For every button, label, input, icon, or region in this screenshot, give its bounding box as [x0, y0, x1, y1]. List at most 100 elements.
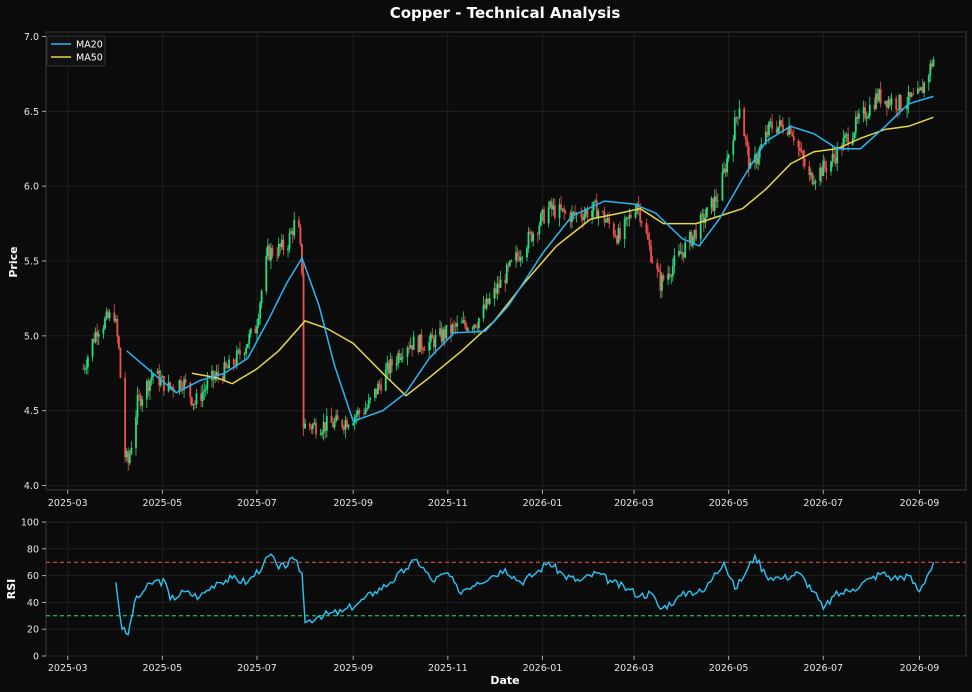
candle-body: [760, 144, 763, 149]
candle-body: [830, 161, 832, 172]
candle-body: [724, 168, 727, 173]
candle-body: [495, 288, 497, 294]
candle-body: [125, 451, 128, 458]
candle-body: [411, 345, 414, 350]
chart-title: Copper - Technical Analysis: [390, 4, 621, 22]
candle-body: [355, 414, 358, 417]
candle-body: [105, 311, 108, 319]
candle-body: [124, 377, 127, 458]
candle-body: [586, 209, 589, 218]
rsi-x-tick-label: 2026-03: [614, 663, 654, 674]
candle-body: [248, 333, 251, 344]
candle-body: [465, 325, 468, 331]
candle-body: [909, 91, 912, 97]
candle-body: [597, 211, 600, 218]
candle-body: [463, 320, 466, 326]
candle-body: [311, 424, 314, 430]
price-x-tick-label: 2026-09: [900, 498, 940, 509]
candle-body: [194, 403, 196, 405]
candle-body: [178, 380, 181, 392]
candle-body: [791, 133, 794, 137]
candle-body: [352, 423, 355, 426]
candle-body: [315, 422, 317, 435]
candle-body: [878, 89, 881, 101]
candle-body: [116, 318, 119, 337]
candle-body: [96, 331, 99, 337]
candle-body: [163, 376, 165, 392]
candle-body: [195, 393, 198, 405]
candle-body: [726, 158, 728, 173]
candle-body: [799, 147, 801, 151]
candle-body: [169, 382, 172, 388]
rsi-x-tick-label: 2026-01: [523, 663, 563, 674]
candle-body: [313, 422, 316, 425]
candle-body: [640, 221, 643, 224]
candle-body: [651, 261, 654, 263]
candle-body: [85, 367, 88, 369]
candle-body: [249, 328, 252, 334]
candle-body: [299, 227, 302, 245]
candle-body: [862, 107, 865, 114]
candle-body: [293, 220, 296, 236]
candle-body: [813, 183, 815, 185]
candle-body: [766, 131, 769, 136]
candle-body: [802, 150, 804, 159]
candle-body: [616, 236, 618, 244]
candle-body: [844, 135, 846, 139]
candle-body: [507, 264, 510, 266]
candle-body: [797, 140, 800, 148]
candle-body: [450, 324, 452, 334]
candle-body: [558, 204, 561, 218]
candle-body: [149, 380, 151, 392]
candle-body: [602, 211, 604, 212]
candle-body: [434, 334, 437, 348]
candle-body: [553, 205, 556, 218]
candle-body: [768, 122, 770, 136]
candle-body: [608, 217, 611, 224]
candle-body: [764, 131, 767, 145]
candle-body: [865, 117, 868, 119]
candle-body: [679, 250, 682, 254]
candle-body: [356, 410, 359, 415]
candle-body: [420, 334, 423, 349]
candle-body: [440, 328, 443, 342]
candle-body: [629, 214, 632, 218]
candle-body: [858, 113, 860, 119]
candle-body: [732, 140, 735, 155]
candle-body: [808, 166, 811, 176]
candle-body: [875, 93, 877, 110]
candle-body: [519, 257, 522, 261]
candle-body: [190, 397, 193, 406]
candle-body: [423, 350, 426, 351]
candle-body: [288, 233, 291, 249]
candle-body: [384, 369, 387, 391]
candle-body: [212, 370, 215, 380]
candle-body: [747, 146, 750, 169]
candle-body: [890, 98, 893, 105]
candle-body: [453, 324, 455, 326]
candle-body: [811, 172, 814, 184]
candle-body: [650, 245, 652, 262]
candle-body: [270, 248, 272, 261]
rsi-y-tick-label: 60: [27, 571, 39, 582]
candle-body: [135, 417, 137, 448]
candle-body: [223, 362, 226, 381]
candle-body: [543, 209, 545, 224]
candle-body: [239, 349, 241, 355]
candle-body: [152, 373, 154, 378]
candle-body: [583, 214, 586, 221]
candle-body: [792, 136, 795, 141]
candle-body: [895, 98, 898, 110]
candle-body: [102, 328, 105, 334]
ma20-line: [126, 95, 934, 423]
price-y-tick-label: 4.0: [24, 481, 39, 492]
candle-body: [130, 447, 133, 454]
candle-body: [406, 347, 409, 357]
candle-body: [375, 388, 378, 395]
price-x-ticks: 2025-03 2025-05 2025-07 2025-09 2025-11 2026-…: [48, 490, 939, 509]
candle-body: [560, 204, 562, 210]
candle-body: [277, 243, 280, 256]
candle-body: [623, 219, 626, 239]
candle-body: [387, 362, 390, 374]
candle-body: [853, 132, 856, 138]
